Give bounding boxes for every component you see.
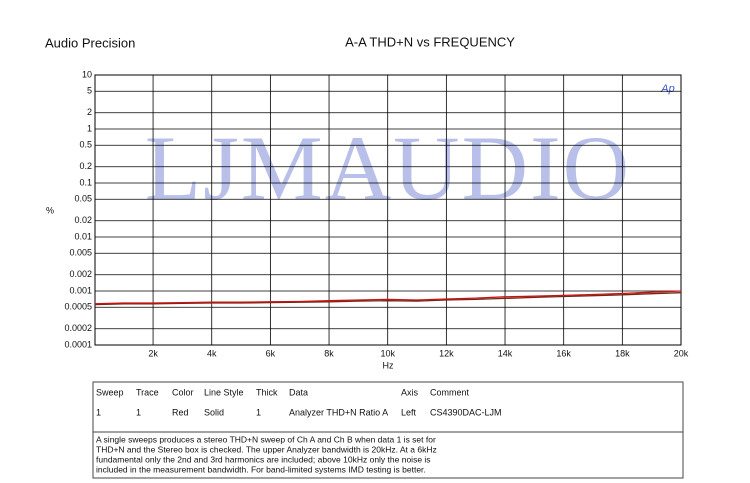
brand: Audio Precision xyxy=(45,35,135,50)
legend-note: fundamental only the 2nd and 3rd harmoni… xyxy=(96,454,431,464)
legend-header: Line Style xyxy=(204,387,244,397)
legend-cell: Analyzer THD+N Ratio A xyxy=(289,407,388,417)
legend-header: Data xyxy=(289,387,308,397)
legend-header: Color xyxy=(172,387,194,397)
x-tick-label: 20k xyxy=(674,348,689,358)
legend-header: Trace xyxy=(136,387,159,397)
y-tick-label: 5 xyxy=(87,86,92,96)
legend-header: Thick xyxy=(256,387,278,397)
legend-cell: 1 xyxy=(96,407,101,417)
y-tick-label: 0.02 xyxy=(74,215,92,225)
legend-box xyxy=(92,381,684,479)
y-tick-label: 0.0001 xyxy=(64,339,92,349)
chart-title: A-A THD+N vs FREQUENCY xyxy=(345,34,515,49)
legend-note: included in the measurement bandwidth. F… xyxy=(96,464,426,474)
legend-header: Sweep xyxy=(96,387,124,397)
legend-note: THD+N and the Stereo box is checked. The… xyxy=(96,444,437,454)
legend-header: Axis xyxy=(401,387,419,397)
y-tick-label: 0.001 xyxy=(69,285,92,295)
y-tick-label: 10 xyxy=(82,69,92,79)
x-tick-label: 16k xyxy=(556,348,571,358)
y-axis-label: % xyxy=(46,205,54,215)
legend-cell: Left xyxy=(401,407,417,417)
y-tick-label: 0.01 xyxy=(74,231,92,241)
legend-cell: Solid xyxy=(204,407,224,417)
x-axis-label: Hz xyxy=(383,360,394,370)
legend-cell: 1 xyxy=(136,407,141,417)
y-tick-label: 0.002 xyxy=(69,269,92,279)
y-tick-label: 2 xyxy=(87,107,92,117)
y-tick-label: 0.0005 xyxy=(64,302,92,312)
y-tick-label: 0.05 xyxy=(74,194,92,204)
x-tick-label: 8k xyxy=(324,348,334,358)
logo: Ap xyxy=(660,83,674,95)
x-tick-label: 6k xyxy=(266,348,276,358)
data-line xyxy=(94,292,682,306)
x-tick-label: 2k xyxy=(148,348,158,358)
x-tick-label: 10k xyxy=(380,348,395,358)
x-tick-label: 14k xyxy=(498,348,513,358)
watermark: LJMAUDIO xyxy=(145,117,631,219)
y-tick-label: 0.1 xyxy=(79,177,92,187)
legend-cell: Red xyxy=(172,407,189,417)
y-tick-label: 0.5 xyxy=(79,140,92,150)
x-tick-label: 12k xyxy=(439,348,454,358)
legend-header: Comment xyxy=(430,387,470,397)
data-line xyxy=(94,290,682,305)
x-tick-label: 18k xyxy=(615,348,630,358)
y-tick-label: 1 xyxy=(87,123,92,133)
legend-cell: CS4390DAC-LJM xyxy=(430,407,502,417)
x-tick-label: 4k xyxy=(207,348,217,358)
legend-note: A single sweeps produces a stereo THD+N … xyxy=(96,434,436,444)
legend-cell: 1 xyxy=(256,407,261,417)
y-tick-label: 0.2 xyxy=(79,161,92,171)
y-tick-label: 0.005 xyxy=(69,248,92,258)
y-tick-label: 0.0002 xyxy=(64,323,92,333)
